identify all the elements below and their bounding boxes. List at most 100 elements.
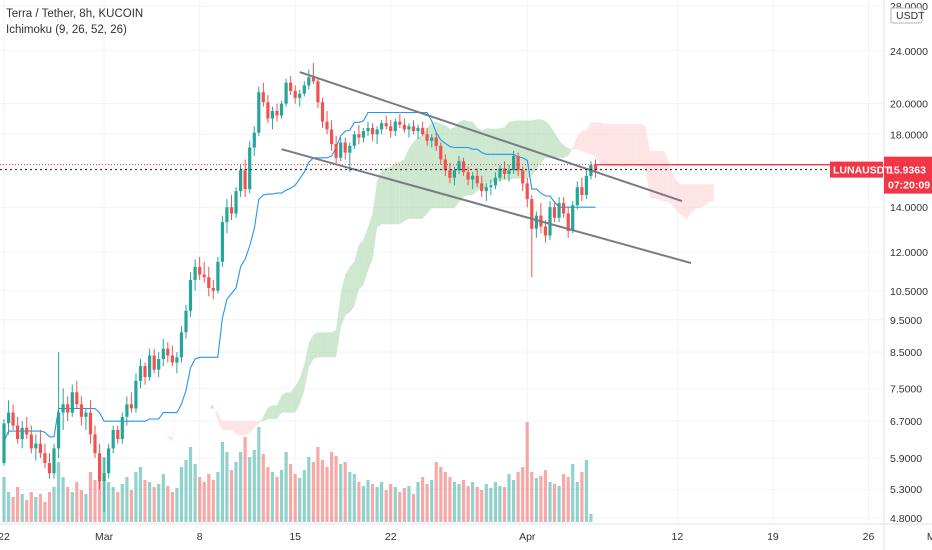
cloud-segment: [336, 293, 341, 358]
cloud-segment: [372, 180, 378, 260]
candle-body: [370, 127, 375, 135]
cloud-segment: [422, 128, 428, 219]
cloud-segment: [631, 124, 637, 166]
volume-bar: [143, 480, 147, 522]
cloud-segment: [609, 124, 614, 166]
chart-legend: Terra / Tether, 8h, KUCOIN Ichimoku (9, …: [6, 6, 143, 38]
price-tick-label: 12.0000: [890, 247, 928, 259]
cloud-segment: [572, 135, 578, 150]
candle-body: [75, 392, 79, 405]
base-line-path: [3, 111, 596, 442]
cloud-segment: [172, 408, 177, 442]
volume-bar: [220, 442, 224, 522]
volume-bar: [202, 482, 206, 522]
candle-body: [380, 123, 384, 130]
candle-body: [498, 168, 502, 178]
cloud-segment: [490, 128, 496, 183]
volume-bar: [138, 467, 143, 522]
volume-bar: [443, 472, 447, 522]
price-tick-label: 20.0000: [890, 99, 928, 111]
volume-bar: [589, 514, 593, 522]
cloud-segment: [559, 140, 564, 158]
volume-bar: [88, 472, 93, 522]
volume-bar: [393, 487, 397, 522]
candle-body: [43, 453, 47, 463]
candle-body: [88, 412, 93, 435]
cloud-segment: [550, 125, 555, 158]
candle-body: [261, 92, 265, 103]
grid: [0, 0, 884, 524]
cloud-segment: [354, 244, 359, 307]
cloud-segment: [408, 142, 414, 219]
candle-body: [216, 261, 220, 291]
cloud-segment: [459, 119, 464, 203]
volume-bar: [207, 474, 211, 522]
candle-body: [507, 170, 511, 174]
volume-bar: [84, 494, 88, 522]
volume-bar: [425, 484, 429, 522]
volume-bar: [25, 500, 29, 522]
cloud-segment: [522, 120, 528, 179]
volume-bar: [375, 487, 379, 522]
cloud-segment: [263, 407, 268, 422]
volume-bar: [239, 452, 243, 522]
time-tick-label: 26: [863, 531, 875, 543]
cloud-segment: [390, 162, 396, 225]
price-tick-label: 9.5000: [890, 315, 922, 327]
volume-bar: [34, 497, 38, 522]
cloud-segment: [304, 342, 309, 391]
volume-bar: [257, 427, 261, 522]
volume-bar: [279, 470, 284, 522]
volume-bar: [275, 477, 279, 522]
volume-bar: [188, 447, 193, 522]
candle-body: [298, 93, 302, 98]
candle-body: [361, 131, 365, 138]
price-tick-label: 4.8000: [890, 513, 922, 525]
cloud-segment: [636, 124, 641, 167]
cloud-segment: [618, 124, 623, 168]
last-price-tag: [884, 161, 932, 194]
volume-bar: [79, 490, 83, 522]
volume-bar: [289, 464, 293, 522]
symbol-title: Terra / Tether, 8h, KUCOIN: [6, 8, 144, 20]
candle-body: [307, 77, 311, 86]
volume-bar: [534, 478, 538, 522]
candle-body: [575, 187, 579, 206]
candlesticks: [2, 63, 598, 513]
cloud-segment: [299, 364, 305, 405]
cloud-segment: [654, 150, 660, 201]
time-axis[interactable]: 22Mar81522Apr121926May1017: [0, 523, 932, 543]
cloud-segment: [213, 404, 218, 422]
volume-bar: [525, 422, 529, 522]
price-axis[interactable]: 28.000024.000020.000018.000016.000014.00…: [883, 0, 928, 550]
candle-body: [193, 266, 197, 280]
volume-bar: [562, 474, 566, 522]
volume-bar: [57, 462, 61, 522]
candle-body: [475, 175, 479, 184]
last-price-tag-label: 15.9363: [888, 165, 926, 177]
candle-body: [138, 366, 143, 381]
cloud-segment: [477, 127, 482, 192]
cloud-segment: [295, 378, 300, 413]
candle-body: [571, 205, 575, 231]
candle-body: [275, 111, 279, 116]
volume-bar: [512, 480, 516, 522]
cloud-segment: [536, 119, 541, 170]
volume-bar: [293, 474, 297, 522]
candle-body: [152, 355, 156, 370]
time-tick-label: 22: [385, 531, 397, 543]
volume-bar: [175, 488, 179, 522]
cloud-segment: [604, 124, 610, 166]
candle-body: [125, 404, 129, 417]
volume-bar: [179, 467, 183, 522]
candle-body: [170, 355, 174, 363]
cloud-segment: [386, 167, 391, 225]
candle-body: [134, 380, 138, 409]
currency-badge-label: USDT: [896, 10, 925, 22]
candle-body: [411, 126, 416, 131]
cloud-segment: [613, 124, 619, 167]
volume-bar: [452, 482, 456, 522]
volume-bar: [120, 484, 124, 522]
